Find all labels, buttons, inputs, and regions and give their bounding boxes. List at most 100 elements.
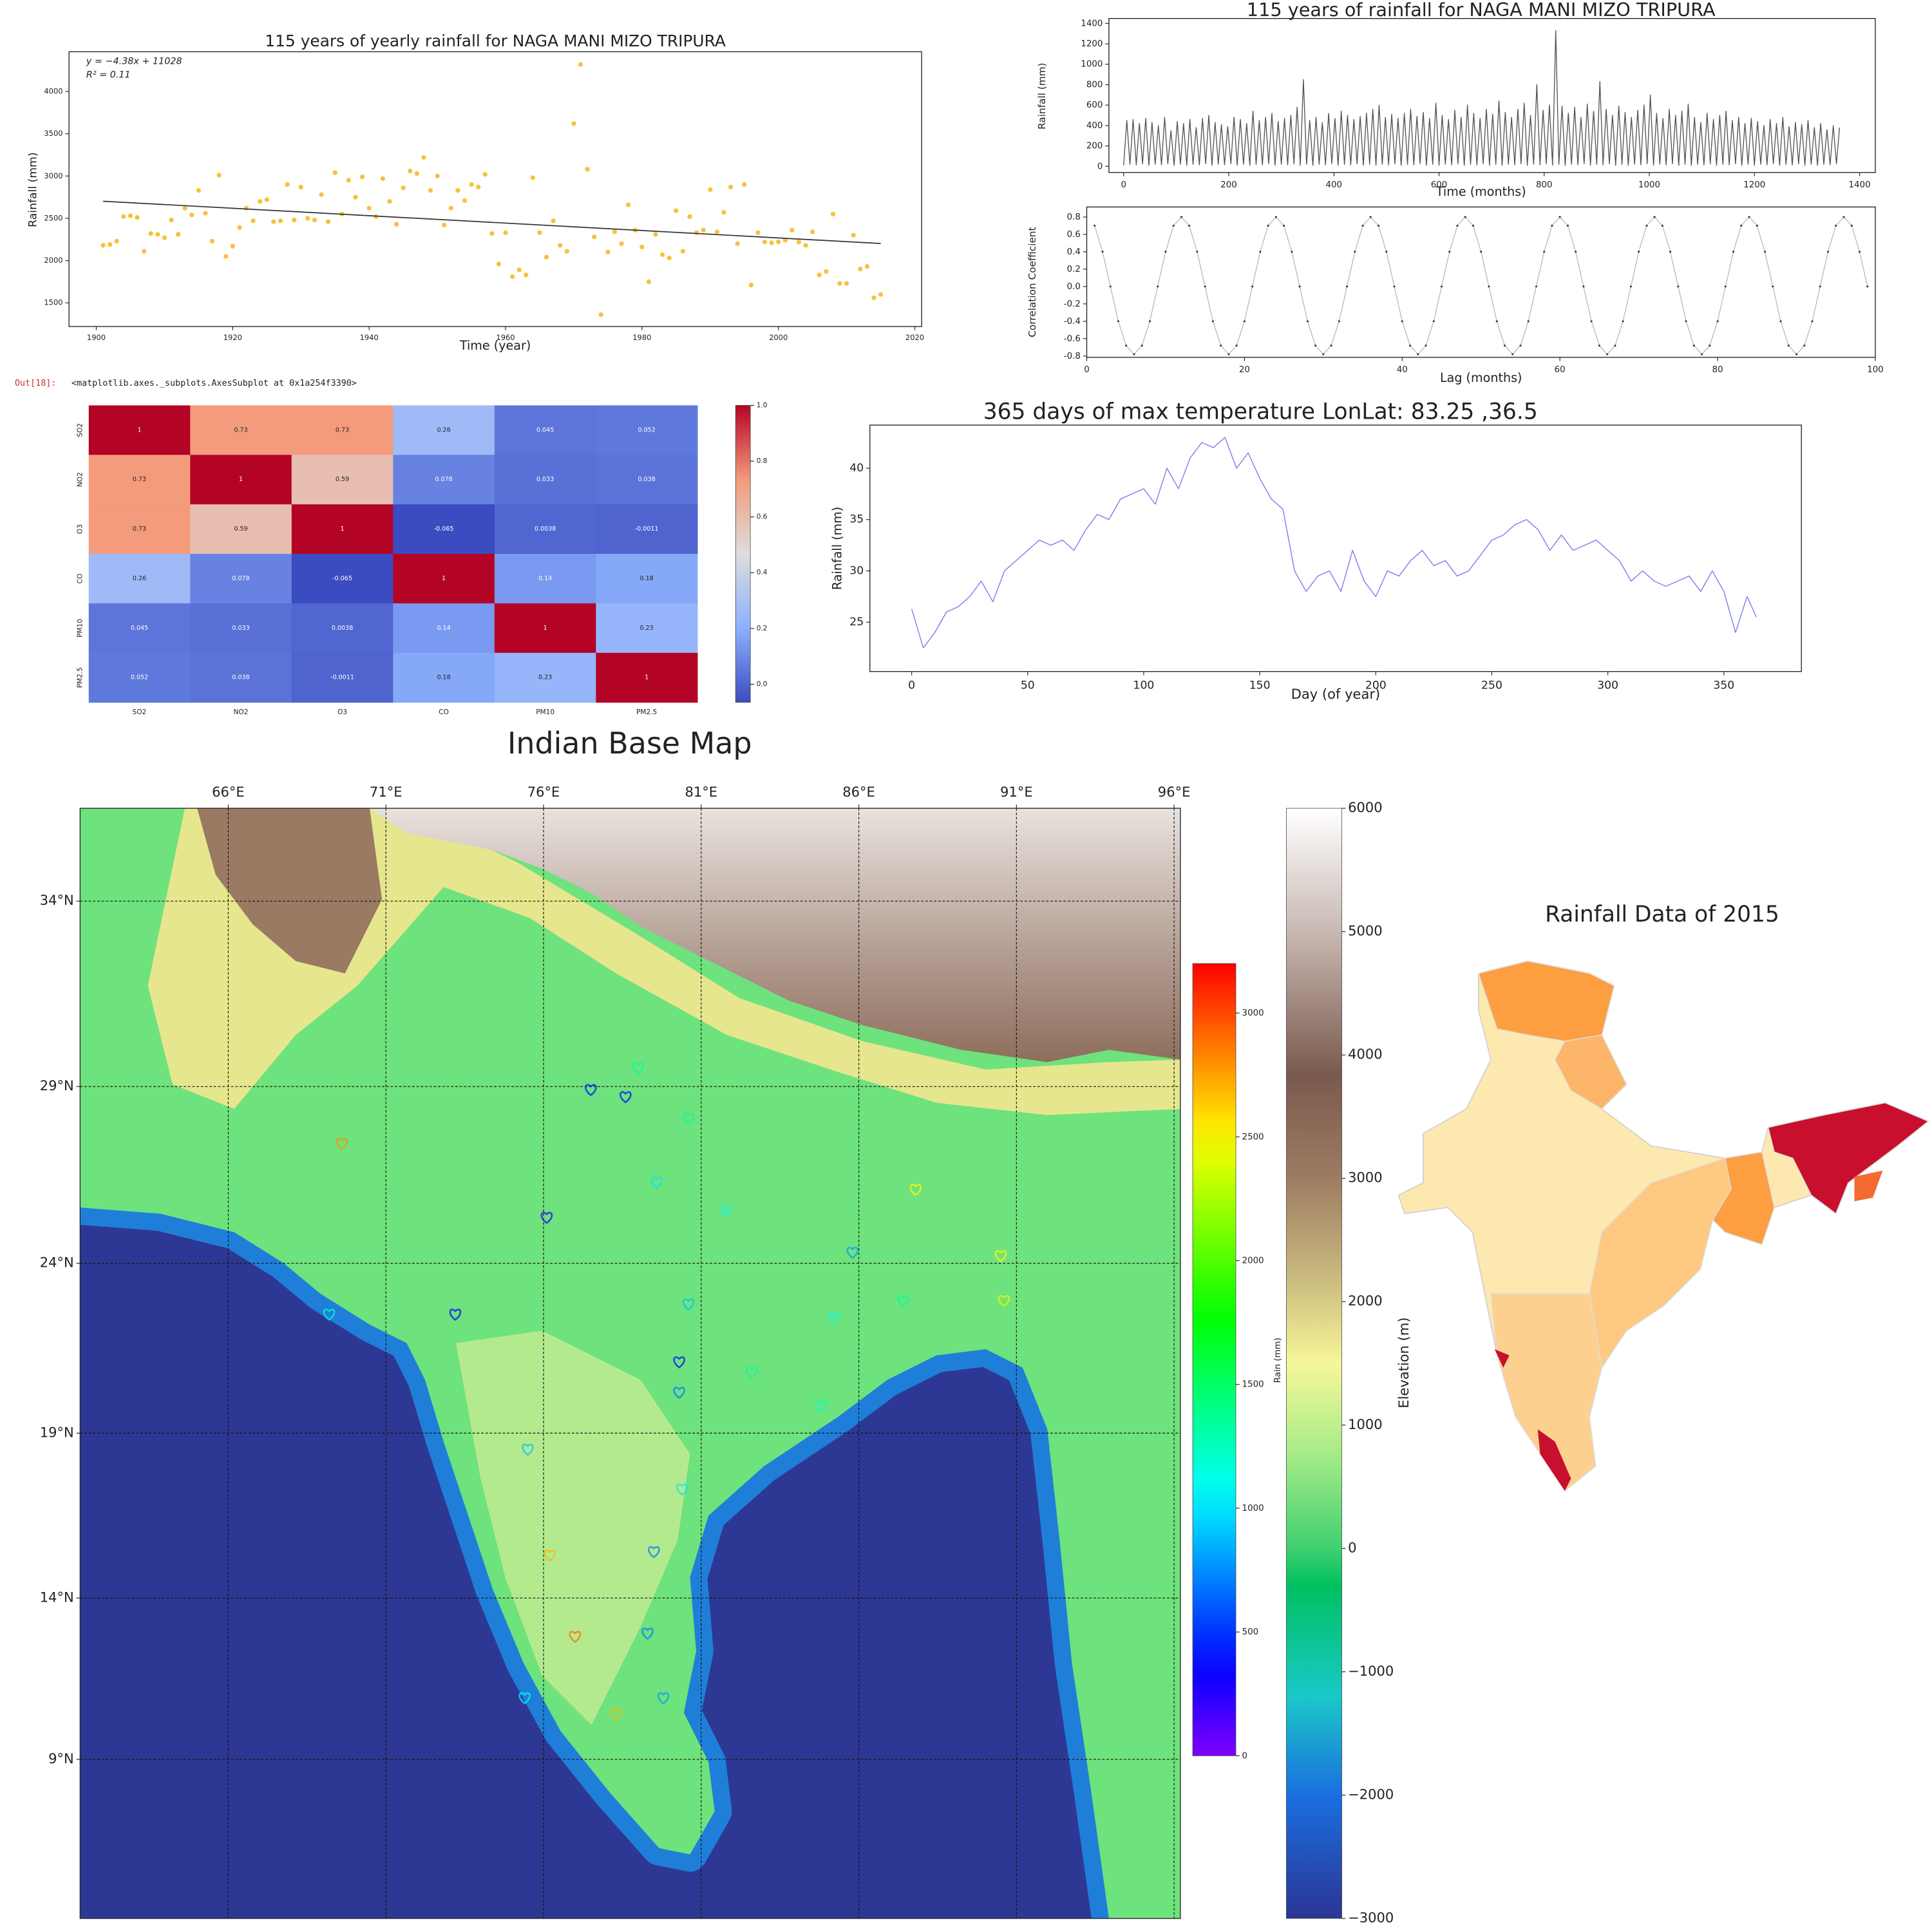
x-tick-label: 40 [1397,365,1408,375]
region-kerala [1537,1429,1571,1492]
x-tick-label: 71°E [370,784,402,800]
rain-marker [585,1084,597,1097]
region-bengal [1712,1151,1775,1245]
data-point [1543,251,1546,253]
scatter-point [223,254,229,259]
x-tick-label: 200 [1365,679,1387,692]
y-tick-label: 3000 [44,171,62,180]
chart-title: 115 years of rainfall for NAGA MANI MIZO… [1247,0,1716,21]
output-text: <matplotlib.axes._subplots.AxesSubplot a… [71,379,357,388]
data-point [1645,224,1648,227]
plot-frame [68,51,922,327]
heatmap-cell [494,554,596,604]
y-tick-label: -0.4 [1064,317,1081,327]
heatmap-cell [88,455,191,505]
scatter-point [169,217,174,223]
x-tick-label: 350 [1713,679,1734,692]
data-point [1598,345,1600,347]
x-tick-label: 600 [1431,180,1448,190]
rain-marker [657,1692,670,1705]
data-point [1701,353,1703,355]
y-tick-label: 3500 [44,129,62,138]
heatmap-cell [494,455,596,505]
scatter-point [271,219,276,224]
scatter-point [448,205,453,211]
heatmap-cell [393,455,495,505]
data-point [1298,285,1301,288]
colorbar-label: Rain (mm) [1273,1338,1283,1383]
rain-marker [828,1312,840,1325]
data-point [1243,320,1245,323]
scatter-point [694,230,699,235]
heatmap-cell [393,405,495,455]
data-point [1330,345,1332,347]
annotation: y = −4.38x + 11028 [86,57,182,67]
heatmap-cell [596,405,698,455]
scatter-point [653,232,658,237]
y-tick-label: 24°N [40,1255,74,1271]
data-point [1125,345,1128,347]
data-point [1314,345,1317,347]
heatmap-cell [596,603,698,654]
x-tick-label: 96°E [1158,784,1191,800]
scatter-point [264,197,269,202]
x-tick-label: SO2 [133,708,147,716]
heatmap-cell [291,455,393,505]
region-goa [1494,1349,1510,1368]
data-point [1795,353,1798,355]
scatter-point [401,185,406,191]
cell-label: 1 [645,674,649,681]
scatter-point [455,188,460,193]
plot-frame [1108,18,1876,173]
scatter-point [762,240,768,245]
data-point [1306,320,1309,323]
cell-label: 0.033 [536,476,554,483]
heatmap-cell [393,652,495,703]
y-tick-label: SO2 [76,423,84,437]
data-point [1346,285,1349,288]
cell-label: 0.18 [437,674,450,681]
output-prompt: Out[18]: [15,379,56,388]
data-point [1220,345,1222,347]
x-tick-label: CO [439,708,449,716]
scatter-point [817,272,822,278]
data-point [1251,285,1254,288]
scatter-point [292,217,297,223]
data-point [1519,345,1522,347]
data-point [1653,216,1656,218]
colorbar-tick-label: 4000 [1348,1046,1383,1062]
data-point [1566,224,1569,227]
data-point [1274,216,1277,218]
x-tick-label: PM10 [536,708,554,716]
heatmap-cell [393,554,495,604]
scatter-point [203,211,208,216]
data-point [1472,224,1475,227]
scatter-point [796,240,802,245]
cell-label: 1 [137,426,141,433]
y-tick-label: 40 [849,462,864,475]
data-point [1456,224,1459,227]
x-tick-label: 80 [1712,365,1723,375]
data-point [1495,320,1498,323]
cell-label: -0.0011 [635,526,659,533]
scatter-point [108,242,113,247]
rain-marker [896,1294,909,1307]
heatmap-cell [88,504,191,554]
scatter-point [319,192,324,197]
rain-marker [682,1112,695,1125]
rain-marker [648,1546,660,1558]
y-tick-label: NO2 [76,472,84,487]
scatter-point [209,238,215,244]
x-tick-label: 76°E [527,784,560,800]
scatter-point [674,208,679,213]
scatter-point [243,205,249,211]
y-tick-label: 0.4 [1067,247,1081,257]
data-point [1527,320,1530,323]
scatter-point [312,217,317,223]
data-point [1196,251,1198,253]
heatmap-cell [393,504,495,554]
scatter-point [182,205,187,211]
data-point [1551,224,1553,227]
heatmap-cell [88,652,191,703]
data-point [1606,353,1609,355]
